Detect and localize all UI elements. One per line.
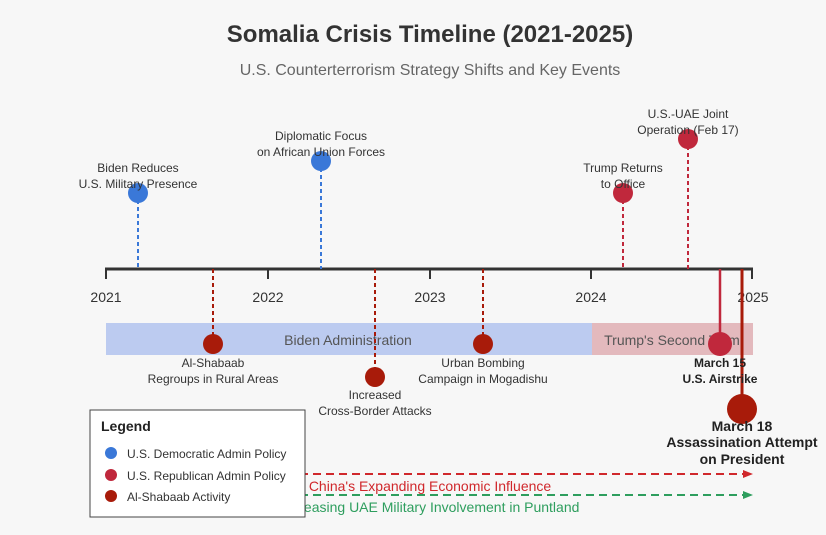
- urban-bombing-label-1: Urban Bombing: [441, 356, 524, 370]
- march18-marker: [727, 394, 757, 424]
- march18-label-3: on President: [700, 451, 785, 467]
- uae-joint-op-label-1: U.S.-UAE Joint: [648, 107, 729, 121]
- biden-reduces-label-1: Biden Reduces: [97, 161, 178, 175]
- uae-joint-op-marker: [678, 129, 698, 149]
- year-label-2021: 2021: [90, 289, 121, 305]
- march15-label-2: U.S. Airstrike: [683, 372, 758, 386]
- legend: Legend U.S. Democratic Admin Policy U.S.…: [89, 409, 306, 518]
- year-label-2025: 2025: [737, 289, 768, 305]
- biden-era-label: Biden Administration: [284, 332, 412, 348]
- biden-reduces-marker: [128, 183, 148, 203]
- legend-dem-swatch: [105, 447, 117, 459]
- year-label-2024: 2024: [575, 289, 606, 305]
- year-label-2023: 2023: [414, 289, 445, 305]
- diagram-subtitle: U.S. Counterterrorism Strategy Shifts an…: [240, 62, 621, 79]
- legend-rep-label: U.S. Republican Admin Policy: [127, 469, 286, 483]
- march18-label-2: Assassination Attempt: [666, 434, 818, 450]
- diplomatic-focus-marker: [311, 151, 331, 171]
- regroups-label-1: Al-Shabaab: [182, 356, 245, 370]
- legend-shabaab-swatch: [105, 490, 117, 502]
- uae-trend-label: Increasing UAE Military Involvement in P…: [281, 499, 580, 515]
- diplomatic-focus-label-2: on African Union Forces: [257, 145, 385, 159]
- regroups-marker: [203, 334, 223, 354]
- march15-marker: [708, 332, 732, 356]
- legend-rep-swatch: [105, 469, 117, 481]
- cross-border-marker: [365, 367, 385, 387]
- march15-label-1: March 15: [694, 356, 746, 370]
- trump-era-label: Trump's Second Term: [604, 332, 740, 348]
- urban-bombing-marker: [473, 334, 493, 354]
- legend-dem-label: U.S. Democratic Admin Policy: [127, 447, 286, 461]
- cross-border-label-1: Increased: [349, 388, 402, 402]
- trump-returns-marker: [613, 183, 633, 203]
- regroups-label-2: Regroups in Rural Areas: [148, 372, 279, 386]
- uae-joint-op-label-2: Operation (Feb 17): [637, 123, 738, 137]
- china-trend-label: China's Expanding Economic Influence: [309, 478, 552, 494]
- biden-era-band: [106, 323, 592, 355]
- march18-label-1: March 18: [712, 418, 773, 434]
- trump-returns-label-1: Trump Returns: [583, 161, 663, 175]
- legend-title: Legend: [101, 418, 151, 434]
- urban-bombing-label-2: Campaign in Mogadishu: [418, 372, 547, 386]
- diplomatic-focus-label-1: Diplomatic Focus: [275, 129, 367, 143]
- cross-border-label-2: Cross-Border Attacks: [318, 404, 431, 418]
- year-label-2022: 2022: [252, 289, 283, 305]
- trump-returns-label-2: to Office: [601, 177, 646, 191]
- biden-reduces-label-2: U.S. Military Presence: [79, 177, 198, 191]
- diagram-title: Somalia Crisis Timeline (2021-2025): [227, 21, 633, 48]
- legend-box: [89, 409, 306, 518]
- legend-shabaab-label: Al-Shabaab Activity: [127, 490, 230, 504]
